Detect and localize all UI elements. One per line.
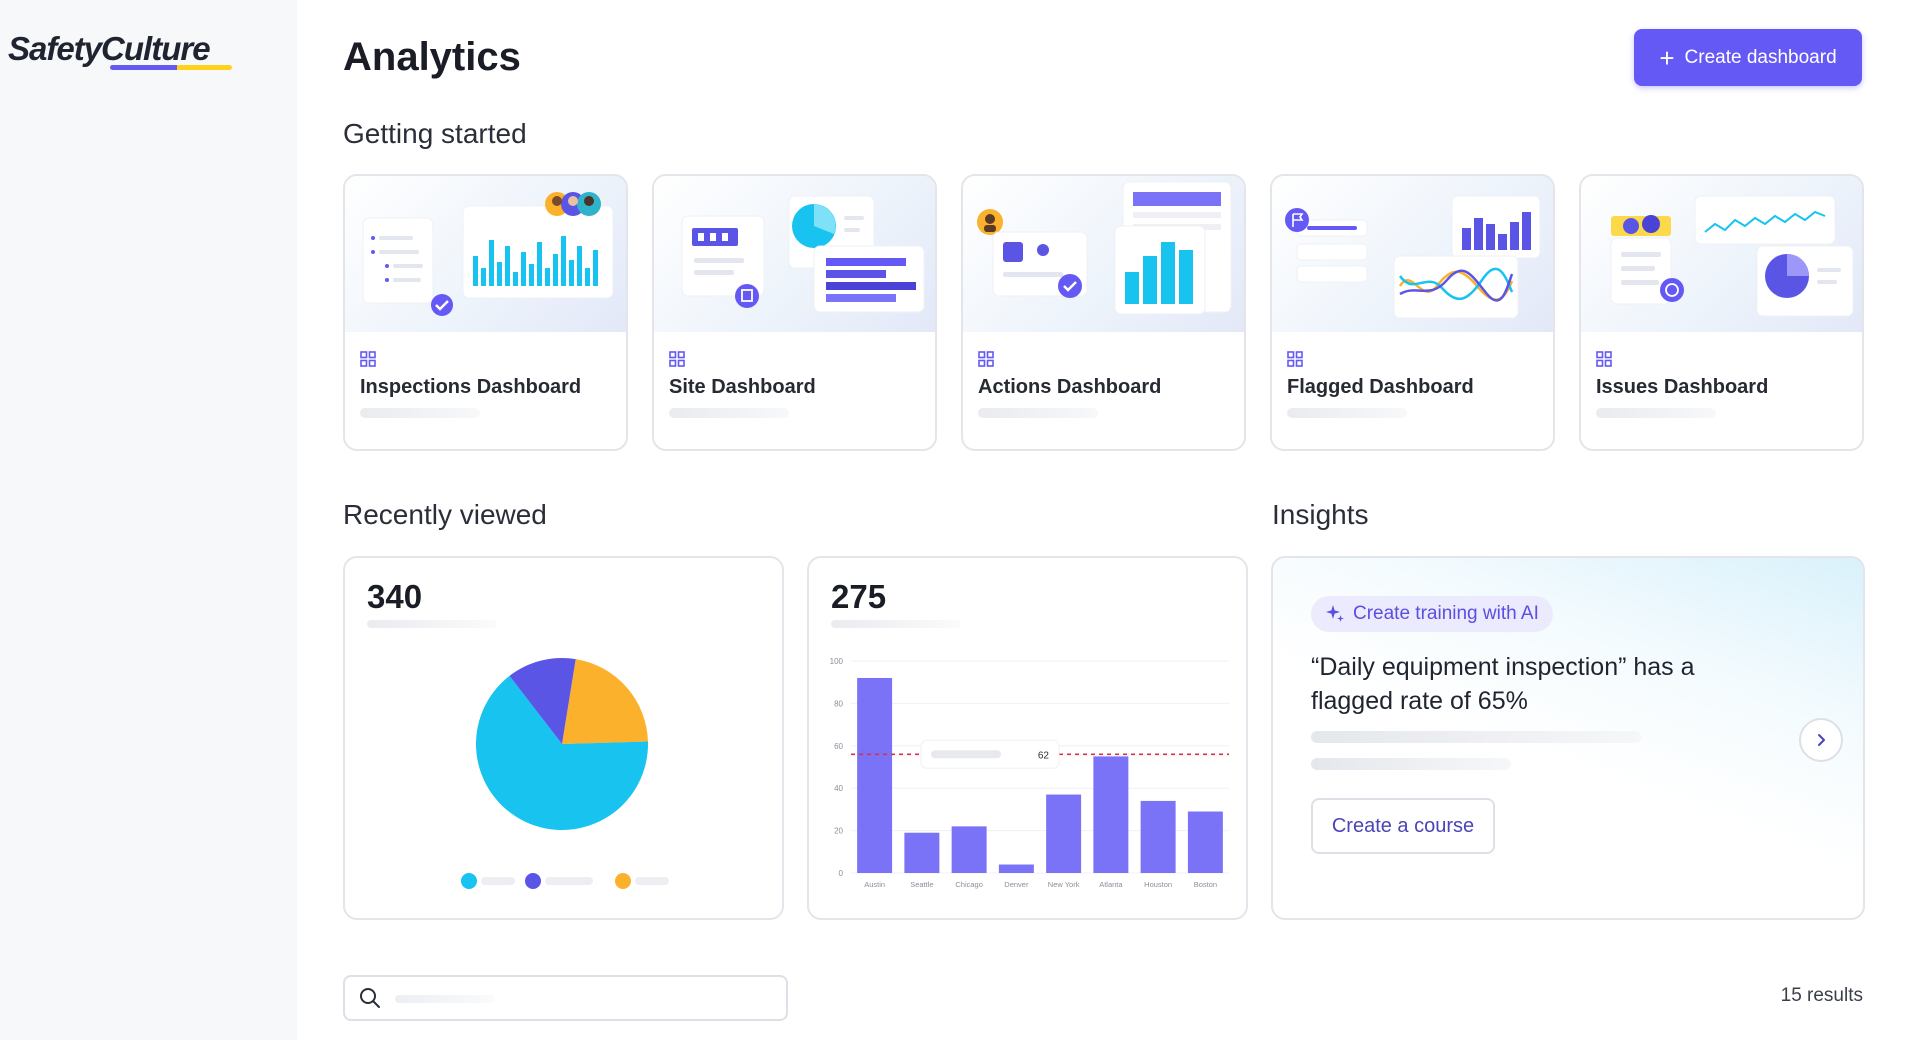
x-tick-label: Atlanta xyxy=(1099,880,1123,889)
template-card-title: Site Dashboard xyxy=(669,376,816,398)
y-tick-label: 80 xyxy=(834,699,843,708)
template-card-site[interactable]: Site Dashboard xyxy=(652,174,937,451)
chevron-right-icon xyxy=(1818,734,1825,746)
site-illustration xyxy=(654,176,935,332)
recent-dashboard-subtitle-placeholder xyxy=(831,620,961,628)
insight-placeholder-line xyxy=(1311,758,1511,770)
y-tick-label: 40 xyxy=(834,784,843,793)
plus-icon: + xyxy=(1659,42,1675,73)
issues-illustration xyxy=(1581,176,1862,332)
x-tick-label: Seattle xyxy=(910,880,933,889)
x-tick-label: Denver xyxy=(1004,880,1029,889)
search-placeholder-line xyxy=(395,995,495,1003)
y-tick-label: 100 xyxy=(830,657,844,666)
bar xyxy=(998,864,1034,873)
legend-dot xyxy=(461,873,477,889)
template-card-inspections[interactable]: Inspections Dashboard xyxy=(343,174,628,451)
template-card-placeholder xyxy=(978,408,1098,418)
template-card-placeholder xyxy=(1287,408,1407,418)
legend-label-placeholder xyxy=(481,877,515,885)
bar xyxy=(857,677,893,873)
y-tick-label: 60 xyxy=(834,742,843,751)
brand-logo[interactable]: SafetyCulture xyxy=(8,30,211,67)
recent-dashboard-count: 340 xyxy=(367,578,423,615)
search-icon xyxy=(360,988,380,1008)
bar xyxy=(1093,756,1129,873)
create-training-ai-pill[interactable]: Create training with AI xyxy=(1311,596,1553,632)
recent-dashboard-count: 275 xyxy=(831,578,887,615)
x-tick-label: Houston xyxy=(1144,880,1172,889)
x-tick-label: Boston xyxy=(1194,880,1217,889)
getting-started-title: Getting started xyxy=(343,118,527,149)
flagged-illustration xyxy=(1272,176,1553,332)
legend-label-placeholder xyxy=(635,877,669,885)
recent-dashboard-card-pie[interactable]: 340 xyxy=(343,556,784,920)
main-content: Analytics + Create dashboard Getting sta… xyxy=(343,0,1865,1040)
sidebar: SafetyCulture xyxy=(0,0,297,1040)
create-training-ai-label: Create training with AI xyxy=(1353,603,1539,624)
recently-viewed-title: Recently viewed xyxy=(343,499,547,530)
next-insight-button[interactable] xyxy=(1799,718,1843,762)
create-dashboard-button[interactable]: + Create dashboard xyxy=(1634,29,1862,86)
search-field[interactable] xyxy=(343,975,788,1021)
create-course-button[interactable]: Create a course xyxy=(1311,798,1495,854)
pie-slice xyxy=(509,658,576,744)
sparkle-icon xyxy=(1326,605,1344,622)
y-tick-label: 0 xyxy=(839,869,844,878)
x-tick-label: New York xyxy=(1048,880,1080,889)
actions-illustration xyxy=(963,176,1244,332)
bar xyxy=(1046,794,1082,873)
template-card-issues[interactable]: Issues Dashboard xyxy=(1579,174,1864,451)
bar-chart: 0 20 40 60 80 100 Austin Seattle Chicago Denver Ne… xyxy=(830,657,1229,889)
dashboard-grid-icon xyxy=(1287,351,1303,367)
pie-chart xyxy=(461,658,669,889)
inspections-illustration xyxy=(345,176,626,332)
results-count: 15 results xyxy=(1780,985,1863,1006)
legend-dot xyxy=(525,873,541,889)
recent-dashboard-card-bar[interactable]: 275 0 20 40 60 80 100 Austin Seattle Chicago Denv… xyxy=(807,556,1248,920)
create-dashboard-label: Create dashboard xyxy=(1684,46,1837,68)
dashboard-grid-icon xyxy=(978,351,994,367)
template-card-title: Inspections Dashboard xyxy=(360,376,582,398)
dashboard-grid-icon xyxy=(669,351,685,367)
template-card-placeholder xyxy=(669,408,789,418)
dashboard-grid-icon xyxy=(360,351,376,367)
template-card-title: Actions Dashboard xyxy=(978,376,1162,398)
y-tick-label: 20 xyxy=(834,827,843,836)
insight-card: Create training with AI “Daily equipment… xyxy=(1271,556,1865,920)
pie-slice xyxy=(562,659,648,744)
reference-line-label: 62 xyxy=(1038,750,1050,761)
bar xyxy=(1140,800,1176,873)
template-card-placeholder xyxy=(360,408,480,418)
dashboard-grid-icon xyxy=(1596,351,1612,367)
template-card-flagged[interactable]: Flagged Dashboard xyxy=(1270,174,1555,451)
insights-title: Insights xyxy=(1272,499,1369,530)
legend-dot xyxy=(615,873,631,889)
logo-underline xyxy=(110,65,232,70)
bar xyxy=(1187,811,1223,873)
bar xyxy=(951,826,987,873)
template-card-actions[interactable]: Actions Dashboard xyxy=(961,174,1246,451)
template-card-title: Flagged Dashboard xyxy=(1287,376,1474,398)
template-card-placeholder xyxy=(1596,408,1716,418)
bar xyxy=(904,832,940,873)
legend-label-placeholder xyxy=(545,877,593,885)
x-tick-label: Chicago xyxy=(955,880,983,889)
pie-slice xyxy=(476,675,648,830)
reference-tooltip-placeholder xyxy=(931,750,1001,759)
x-tick-label: Austin xyxy=(864,880,885,889)
insight-text: “Daily equipment inspection” has a flagg… xyxy=(1311,653,1695,715)
recent-dashboard-subtitle-placeholder xyxy=(367,620,497,628)
template-card-title: Issues Dashboard xyxy=(1596,376,1769,398)
insight-placeholder-line xyxy=(1311,731,1641,743)
page-title: Analytics xyxy=(343,35,521,79)
